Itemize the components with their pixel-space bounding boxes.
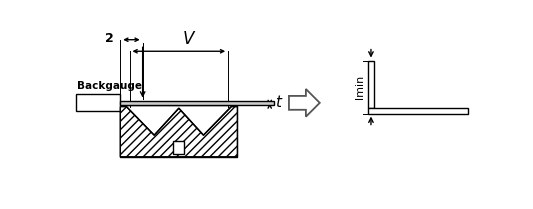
Bar bbox=[76, 94, 120, 111]
Bar bbox=[120, 101, 274, 105]
Bar bbox=[120, 105, 237, 157]
Text: t: t bbox=[275, 95, 281, 110]
Text: lmin: lmin bbox=[355, 75, 365, 99]
Bar bbox=[173, 141, 184, 154]
Text: 2: 2 bbox=[105, 32, 114, 45]
Text: V: V bbox=[182, 30, 194, 48]
Polygon shape bbox=[289, 89, 320, 117]
Bar bbox=[368, 108, 469, 114]
Text: Backgauge: Backgauge bbox=[77, 81, 142, 91]
Bar bbox=[368, 60, 374, 108]
Polygon shape bbox=[120, 107, 237, 157]
